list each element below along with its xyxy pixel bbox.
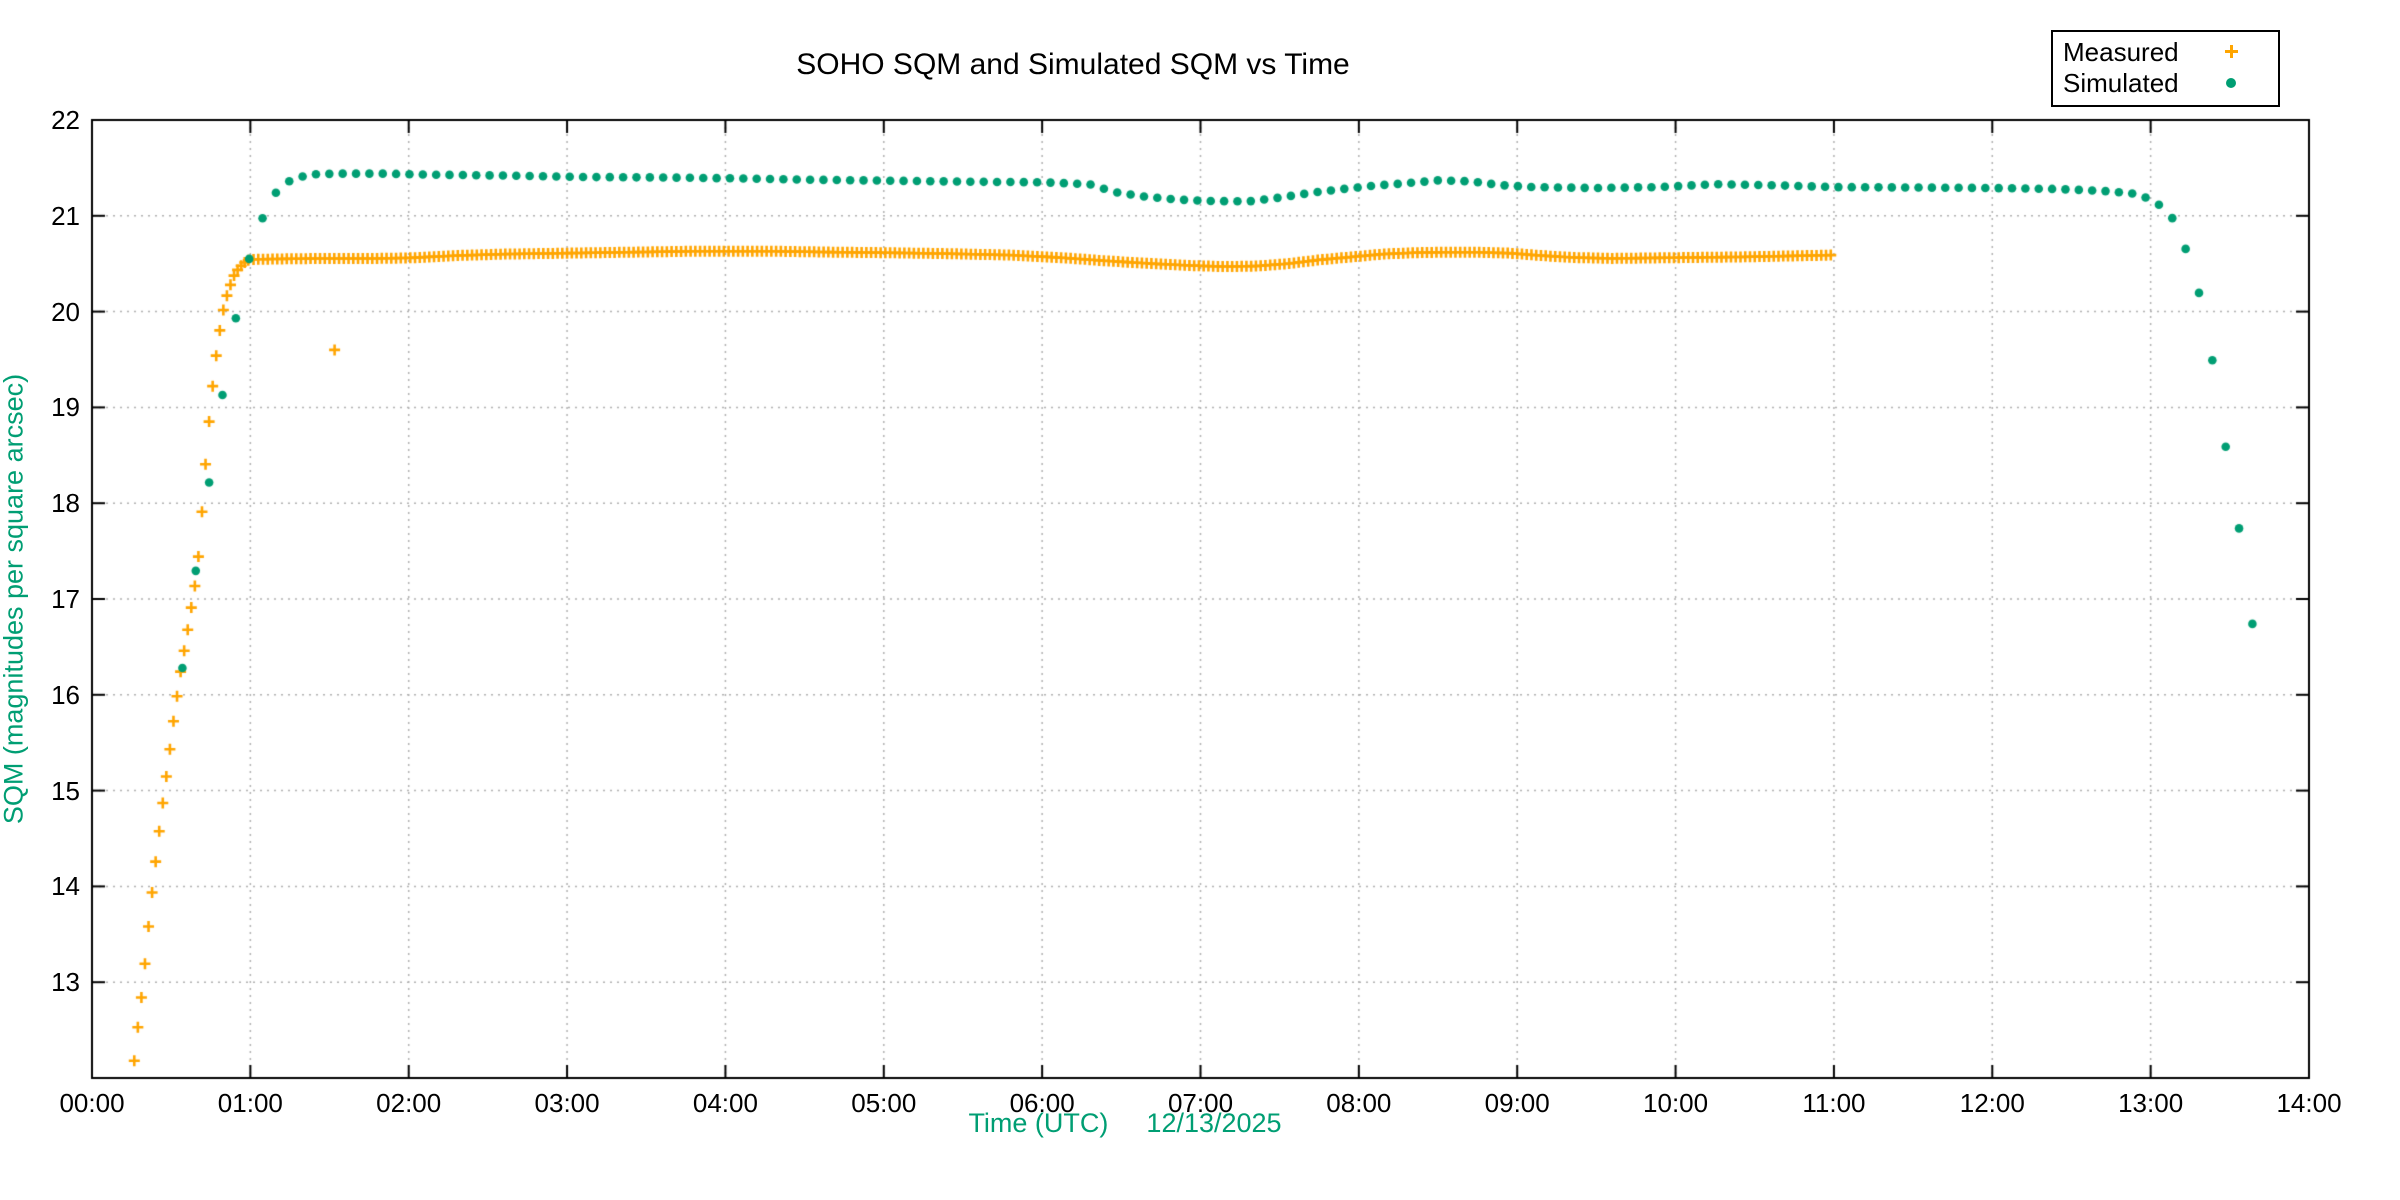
- x-tick-label: 04:00: [692, 1088, 758, 1118]
- x-tick-label: 02:00: [376, 1088, 442, 1118]
- x-tick-label: 10:00: [1643, 1088, 1709, 1118]
- y-tick-label: 19: [51, 392, 80, 423]
- x-tick-label: 14:00: [2276, 1088, 2342, 1118]
- x-tick-label: 07:00: [1167, 1088, 1234, 1118]
- y-tick-label: 21: [51, 200, 80, 231]
- y-tick-label: 13: [51, 967, 80, 998]
- y-tick-label: 20: [51, 296, 80, 327]
- x-tick-label: 00:00: [59, 1088, 125, 1118]
- plus-marker-icon: [2224, 45, 2238, 58]
- legend-label: Measured: [2063, 36, 2179, 67]
- x-tick-label: 06:00: [1009, 1088, 1075, 1118]
- x-axis-label: Time (UTC) 12/13/2025: [968, 1108, 1281, 1139]
- x-tick-label: 13:00: [2118, 1088, 2184, 1118]
- y-tick-label: 17: [51, 584, 80, 614]
- legend-entry: Simulated: [2053, 67, 2278, 98]
- x-tick-label: 05:00: [851, 1088, 917, 1118]
- y-tick-label: 15: [51, 775, 80, 806]
- x-tick-label: 08:00: [1326, 1088, 1392, 1118]
- x-axis-label-text: Time (UTC): [968, 1108, 1109, 1138]
- legend-marker: [2193, 45, 2269, 58]
- legend-marker: [2193, 77, 2269, 88]
- x-tick-label: 03:00: [534, 1088, 600, 1118]
- y-tick-label: 14: [51, 871, 80, 902]
- y-tick-label: 16: [51, 679, 80, 710]
- x-tick-label: 09:00: [1484, 1088, 1550, 1118]
- legend: Measured Simulated: [2051, 30, 2280, 107]
- x-tick-label: 12:00: [1959, 1088, 2025, 1118]
- x-axis-label-date: 12/13/2025: [1146, 1108, 1282, 1138]
- chart-title: SOHO SQM and Simulated SQM vs Time: [796, 48, 1350, 81]
- y-tick-label: 22: [51, 105, 80, 135]
- dot-marker-icon: [2226, 77, 2236, 88]
- legend-entry: Measured: [2053, 36, 2278, 67]
- y-tick-label: 18: [51, 488, 80, 519]
- x-tick-label: 11:00: [1802, 1088, 1866, 1118]
- x-tick-label: 01:00: [217, 1088, 283, 1118]
- legend-label: Simulated: [2063, 67, 2179, 98]
